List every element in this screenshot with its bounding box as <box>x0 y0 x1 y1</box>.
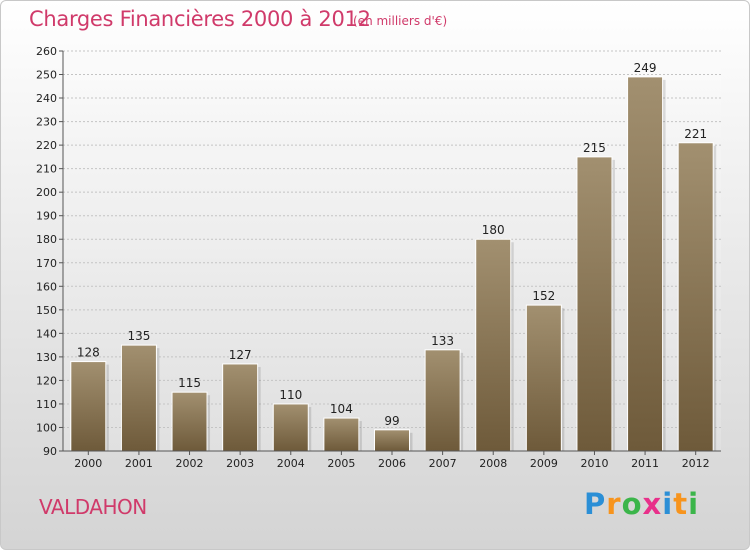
y-tick-label: 250 <box>36 69 57 82</box>
x-tick-label-2008: 2008 <box>479 457 507 470</box>
x-tick-label-2009: 2009 <box>530 457 558 470</box>
logo-letter: o <box>621 487 643 521</box>
data-label-2004: 110 <box>279 388 302 402</box>
logo-letter: P <box>584 487 607 521</box>
bar-2004 <box>272 403 309 452</box>
data-label-2003: 127 <box>229 348 252 362</box>
logo-letter: t <box>673 487 689 521</box>
plot-area <box>63 51 721 451</box>
x-tick-label-2006: 2006 <box>378 457 406 470</box>
y-tick-label: 110 <box>36 398 57 411</box>
logo-letter: x <box>642 487 663 521</box>
x-tick-label-2005: 2005 <box>327 457 355 470</box>
data-label-2011: 249 <box>634 61 657 75</box>
bar-2008 <box>475 238 512 452</box>
bar-2005 <box>323 417 360 452</box>
bar-2011 <box>627 76 664 452</box>
y-tick-label: 240 <box>36 92 57 105</box>
bar-2007 <box>424 349 461 452</box>
x-tick-label-2010: 2010 <box>580 457 608 470</box>
y-tick-label: 180 <box>36 233 57 246</box>
x-tick-label-2000: 2000 <box>74 457 102 470</box>
bar-2003 <box>222 363 259 452</box>
y-tick-label: 170 <box>36 257 57 270</box>
commune-name: VALDAHON <box>39 495 147 519</box>
logo-letter: r <box>606 487 622 521</box>
bar-2009 <box>525 304 562 452</box>
logo-letter: i <box>662 487 674 521</box>
y-tick-label: 90 <box>43 445 57 458</box>
y-tick-label: 230 <box>36 116 57 129</box>
x-tick-label-2011: 2011 <box>631 457 659 470</box>
data-label-2008: 180 <box>482 223 505 237</box>
data-label-2010: 215 <box>583 141 606 155</box>
data-label-2007: 133 <box>431 334 454 348</box>
bar-2001 <box>120 344 157 452</box>
bar-2012 <box>677 142 714 452</box>
x-tick-label-2001: 2001 <box>125 457 153 470</box>
proxiti-logo[interactable]: Proxiti <box>584 487 699 521</box>
chart-subtitle: (en milliers d'€) <box>353 14 448 28</box>
y-tick-label: 210 <box>36 163 57 176</box>
data-label-2002: 115 <box>178 376 201 390</box>
data-label-2009: 152 <box>532 289 555 303</box>
x-tick-label-2002: 2002 <box>176 457 204 470</box>
y-tick-label: 200 <box>36 186 57 199</box>
y-tick-label: 150 <box>36 304 57 317</box>
data-label-2001: 135 <box>127 329 150 343</box>
y-tick-label: 220 <box>36 139 57 152</box>
y-tick-label: 160 <box>36 280 57 293</box>
y-tick-label: 260 <box>36 45 57 58</box>
y-tick-label: 140 <box>36 327 57 340</box>
data-label-2005: 104 <box>330 402 353 416</box>
x-tick-label-2003: 2003 <box>226 457 254 470</box>
bar-2000 <box>70 361 107 452</box>
y-tick-label: 100 <box>36 421 57 434</box>
logo-letter: i <box>688 487 700 521</box>
x-tick-label-2007: 2007 <box>429 457 457 470</box>
chart-title: Charges Financières 2000 à 2012 <box>29 7 371 31</box>
y-tick-label: 190 <box>36 210 57 223</box>
x-tick-label-2004: 2004 <box>277 457 305 470</box>
bar-2010 <box>576 156 613 452</box>
y-tick-label: 120 <box>36 374 57 387</box>
data-label-2006: 99 <box>384 414 399 428</box>
x-tick-label-2012: 2012 <box>682 457 710 470</box>
data-label-2000: 128 <box>77 346 100 360</box>
bar-2006 <box>374 429 410 452</box>
bar-2002 <box>171 391 208 452</box>
y-tick-label: 130 <box>36 351 57 364</box>
data-label-2012: 221 <box>684 127 707 141</box>
